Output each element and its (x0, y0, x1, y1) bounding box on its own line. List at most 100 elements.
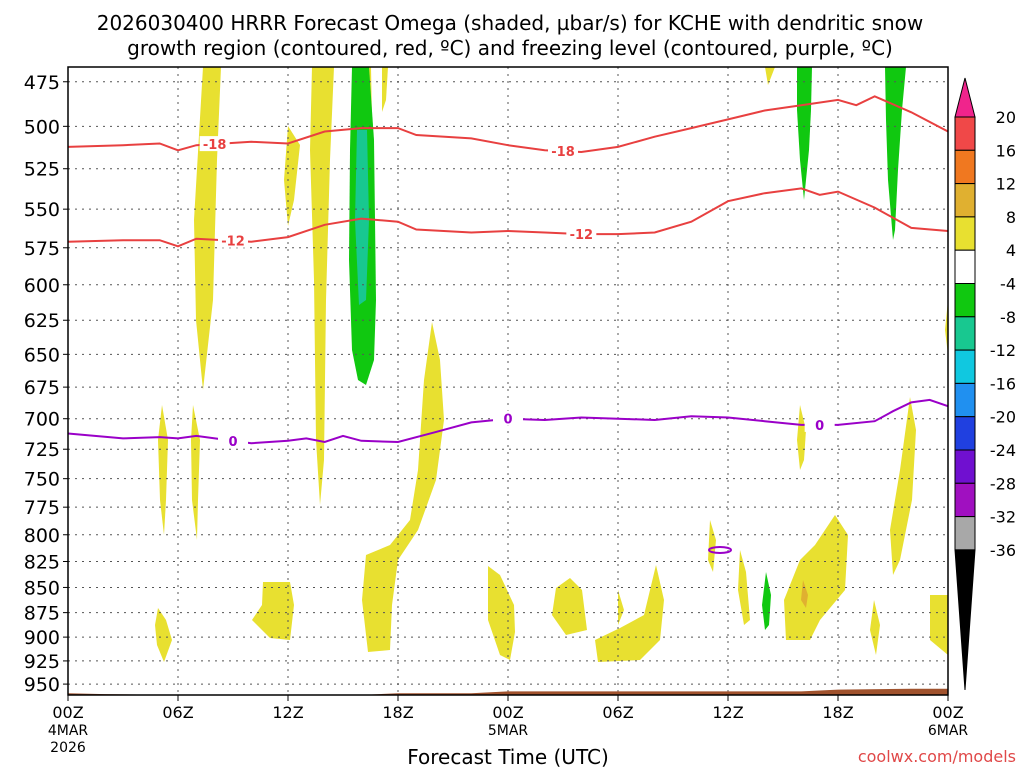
colorbar-swatch (954, 116, 976, 151)
y-tick-label: 625 (24, 310, 60, 332)
contour-label-bg (199, 136, 230, 152)
colorbar-swatch (954, 449, 976, 484)
x-axis-label: Forecast Time (UTC) (407, 745, 609, 768)
y-tick-label: 925 (24, 651, 60, 673)
omega-shaded-region (738, 550, 750, 625)
y-tick-label: 600 (24, 275, 60, 297)
y-tick-label: 850 (24, 577, 60, 599)
omega-shaded-region (765, 67, 775, 85)
omega-shaded-region (797, 405, 806, 470)
colorbar-swatch (954, 482, 976, 518)
contour-label: -18 (203, 138, 227, 153)
omega-shaded-region (194, 67, 221, 390)
omega-shaded-region (252, 582, 294, 640)
colorbar-label: -8 (1000, 308, 1016, 327)
colorbar-label: -24 (990, 441, 1016, 460)
colorbar-label: -28 (990, 474, 1016, 493)
y-tick-label: 550 (24, 199, 60, 221)
x-tick-label: 18Z (822, 703, 853, 722)
y-tick-label: 875 (24, 603, 60, 625)
omega-shaded-region (488, 566, 515, 660)
colorbar-swatch (954, 216, 976, 251)
credit-text: coolwx.com/models (858, 747, 1016, 766)
contour-label-bg (548, 143, 578, 159)
omega-shaded-region (870, 600, 880, 655)
x-tick-label: 12Z (272, 703, 303, 722)
y-tick-label: 900 (24, 627, 60, 649)
omega-shaded-region (890, 397, 916, 575)
colorbar-label: 4 (1006, 241, 1016, 260)
terrain-fill (68, 688, 948, 695)
colorbar-label: -16 (990, 374, 1016, 393)
y-tick-label: 500 (24, 116, 60, 138)
colorbar: 20 16 12 8 4 -4 -8 -12 -16 -20 -24 -28 -32 -36 (954, 77, 1016, 691)
contour-label-bg (804, 416, 835, 432)
omega-shaded-region (762, 572, 771, 630)
colorbar-label: 16 (996, 141, 1016, 160)
contour-lines: -18 -18 -12 -12 0 0 0 (67, 95, 949, 554)
x-tick-label: 18Z (382, 703, 413, 722)
y-tick-label: 575 (24, 238, 60, 260)
contour-label: 0 (503, 413, 512, 428)
colorbar-swatch (954, 183, 976, 218)
y-tick-label: 525 (24, 159, 60, 181)
colorbar-label: -36 (990, 541, 1016, 560)
omega-shaded-region (362, 322, 444, 652)
x-tick-label: 06Z (602, 703, 633, 722)
colorbar-label: -20 (990, 408, 1016, 427)
freezing-level-closed-contour (708, 546, 732, 554)
x-tick-label: 06Z (162, 703, 193, 722)
contour-label-bg (218, 232, 248, 248)
y-tick-label: 700 (24, 409, 60, 431)
y-tick-label: 750 (24, 469, 60, 491)
isotherm-minus12-line (67, 187, 949, 248)
colorbar-swatch (954, 416, 976, 451)
x-tick-label: 00Z (492, 703, 523, 722)
omega-shaded-region (310, 67, 334, 505)
x-tick-date: 4MAR (48, 723, 89, 739)
omega-shaded-region (801, 580, 808, 608)
colorbar-label: 8 (1006, 208, 1016, 227)
contour-label: -12 (221, 235, 245, 250)
y-tick-label: 675 (24, 377, 60, 399)
omega-shading (155, 67, 948, 662)
chart-title-line2: growth region (contoured, red, ºC) and f… (127, 36, 893, 60)
colorbar-swatch (954, 349, 976, 384)
contour-label: -18 (551, 145, 575, 160)
omega-shaded-region (708, 520, 716, 572)
x-tick-year: 2026 (50, 740, 86, 756)
colorbar-swatch (954, 149, 976, 185)
omega-shaded-region (382, 67, 388, 112)
x-tick-label: 12Z (712, 703, 743, 722)
x-tick-label: 00Z (932, 703, 963, 722)
colorbar-swatch (954, 516, 976, 551)
chart-title-line1: 2026030400 HRRR Forecast Omega (shaded, … (97, 11, 924, 35)
colorbar-label: -12 (990, 341, 1016, 360)
omega-shaded-region (618, 590, 624, 625)
x-tick-label: 00Z (52, 703, 83, 722)
y-tick-label: 775 (24, 497, 60, 519)
colorbar-bottom-arrow (954, 549, 976, 691)
contour-label: -12 (570, 228, 594, 243)
omega-shaded-region (191, 405, 200, 540)
colorbar-top-arrow (954, 77, 976, 118)
contour-label: 0 (815, 419, 824, 434)
colorbar-swatch (954, 249, 976, 284)
y-tick-label: 825 (24, 551, 60, 573)
omega-shaded-region (355, 130, 369, 305)
colorbar-label: -32 (990, 508, 1016, 527)
y-tick-label: 950 (24, 674, 60, 696)
colorbar-swatch (954, 283, 976, 318)
terrain-surface (68, 688, 948, 695)
colorbar-label: 20 (996, 108, 1016, 127)
y-tick-label: 475 (24, 72, 60, 94)
y-tick-label: 725 (24, 439, 60, 461)
omega-shaded-region (930, 595, 948, 655)
omega-shaded-region (784, 515, 848, 640)
y-axis: 475 500 525 550 575 600 625 650 675 700 725 750 775 8… (24, 72, 68, 696)
contour-label: 0 (228, 435, 237, 450)
omega-shaded-region (155, 608, 172, 662)
omega-shaded-region (158, 405, 168, 535)
